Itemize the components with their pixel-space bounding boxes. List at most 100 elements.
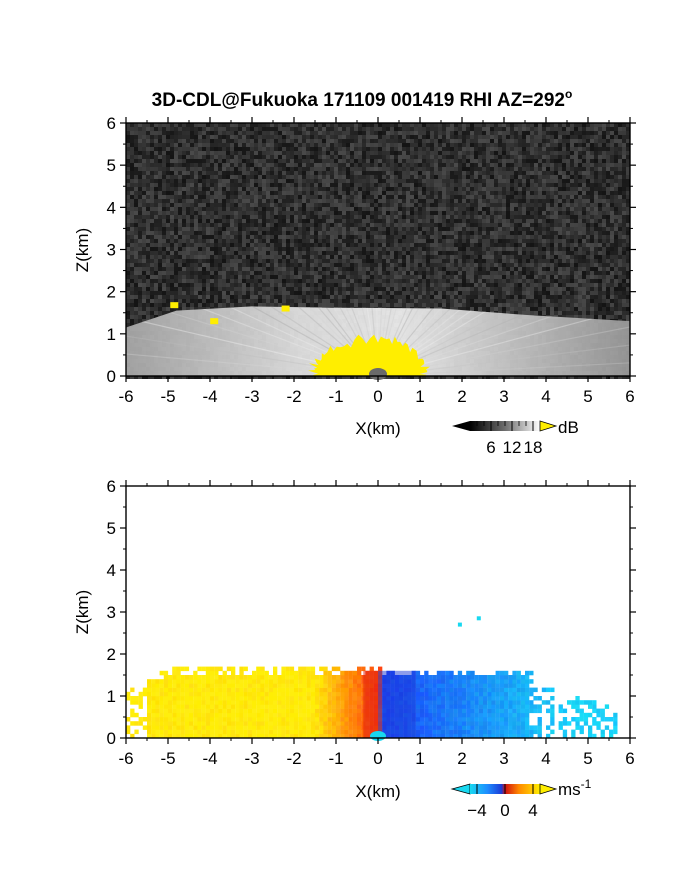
snr-noise-cell [466,135,470,139]
snr-noise-cell [534,187,538,191]
snr-noise-cell [498,163,502,167]
snr-noise-cell [458,179,462,183]
snr-noise-cell [438,179,442,183]
snr-noise-cell [214,143,218,147]
snr-noise-cell [614,211,618,215]
snr-noise-cell [282,139,286,143]
snr-noise-cell [506,147,510,151]
snr-noise-cell [242,175,246,179]
snr-noise-cell [250,171,254,175]
snr-noise-cell [570,123,574,127]
snr-noise-cell [234,267,238,271]
snr-noise-cell [202,231,206,235]
snr-noise-cell [310,251,314,255]
snr-noise-cell [302,179,306,183]
snr-noise-cell [274,219,278,223]
snr-noise-cell [394,139,398,143]
snr-noise-cell [322,179,326,183]
snr-noise-cell [614,239,618,243]
snr-noise-cell [210,255,214,259]
snr-noise-cell [514,231,518,235]
snr-noise-cell [274,167,278,171]
snr-noise-cell [434,135,438,139]
snr-noise-cell [358,259,362,263]
snr-noise-cell [230,211,234,215]
snr-noise-cell [238,207,242,211]
snr-noise-cell [254,255,258,259]
snr-noise-cell [390,151,394,155]
snr-noise-cell [430,267,434,271]
snr-noise-cell [362,231,366,235]
snr-noise-cell [282,275,286,279]
snr-noise-cell [406,123,410,127]
snr-noise-cell [214,235,218,239]
snr-noise-cell [506,211,510,215]
snr-noise-cell [322,275,326,279]
snr-noise-cell [234,215,238,219]
snr-noise-cell [210,195,214,199]
snr-noise-cell [598,251,602,255]
snr-noise-cell [490,247,494,251]
snr-noise-cell [130,251,134,255]
snr-noise-cell [326,207,330,211]
snr-noise-cell [598,135,602,139]
snr-noise-cell [306,223,310,227]
snr-noise-cell [214,255,218,259]
snr-noise-cell [358,179,362,183]
snr-noise-cell [298,151,302,155]
snr-noise-cell [538,255,542,259]
snr-noise-cell [302,231,306,235]
snr-noise-cell [466,183,470,187]
snr-noise-cell [434,167,438,171]
snr-noise-cell [430,255,434,259]
snr-noise-cell [374,211,378,215]
snr-noise-cell [198,155,202,159]
snr-noise-cell [566,171,570,175]
snr-noise-cell [462,171,466,175]
snr-noise-cell [394,263,398,267]
snr-noise-cell [314,223,318,227]
snr-noise-cell [626,251,630,255]
snr-noise-cell [386,179,390,183]
snr-noise-cell [530,123,534,127]
snr-noise-cell [458,167,462,171]
snr-noise-cell [174,275,178,279]
snr-noise-cell [182,275,186,279]
snr-noise-cell [434,267,438,271]
snr-noise-cell [126,143,130,147]
snr-noise-cell [394,131,398,135]
snr-noise-cell [458,127,462,131]
snr-noise-cell [218,235,222,239]
snr-noise-cell [134,267,138,271]
snr-noise-cell [330,263,334,267]
snr-noise-cell [574,171,578,175]
snr-noise-cell [202,167,206,171]
snr-noise-cell [298,143,302,147]
snr-noise-cell [606,247,610,251]
snr-noise-cell [154,151,158,155]
snr-noise-cell [310,143,314,147]
snr-noise-cell [414,143,418,147]
snr-noise-cell [570,235,574,239]
snr-noise-cell [538,207,542,211]
snr-noise-cell [158,171,162,175]
snr-noise-cell [610,147,614,151]
snr-noise-cell [290,155,294,159]
snr-noise-cell [242,231,246,235]
snr-noise-cell [282,235,286,239]
snr-noise-cell [478,123,482,127]
snr-noise-cell [346,199,350,203]
snr-noise-cell [294,171,298,175]
snr-noise-cell [218,263,222,267]
snr-noise-cell [490,179,494,183]
snr-noise-cell [466,159,470,163]
snr-noise-cell [218,195,222,199]
snr-noise-cell [430,163,434,167]
snr-noise-cell [454,123,458,127]
snr-noise-cell [346,159,350,163]
snr-noise-cell [618,127,622,131]
snr-noise-cell [610,187,614,191]
snr-noise-cell [622,267,626,271]
snr-noise-cell [374,191,378,195]
snr-noise-cell [462,251,466,255]
